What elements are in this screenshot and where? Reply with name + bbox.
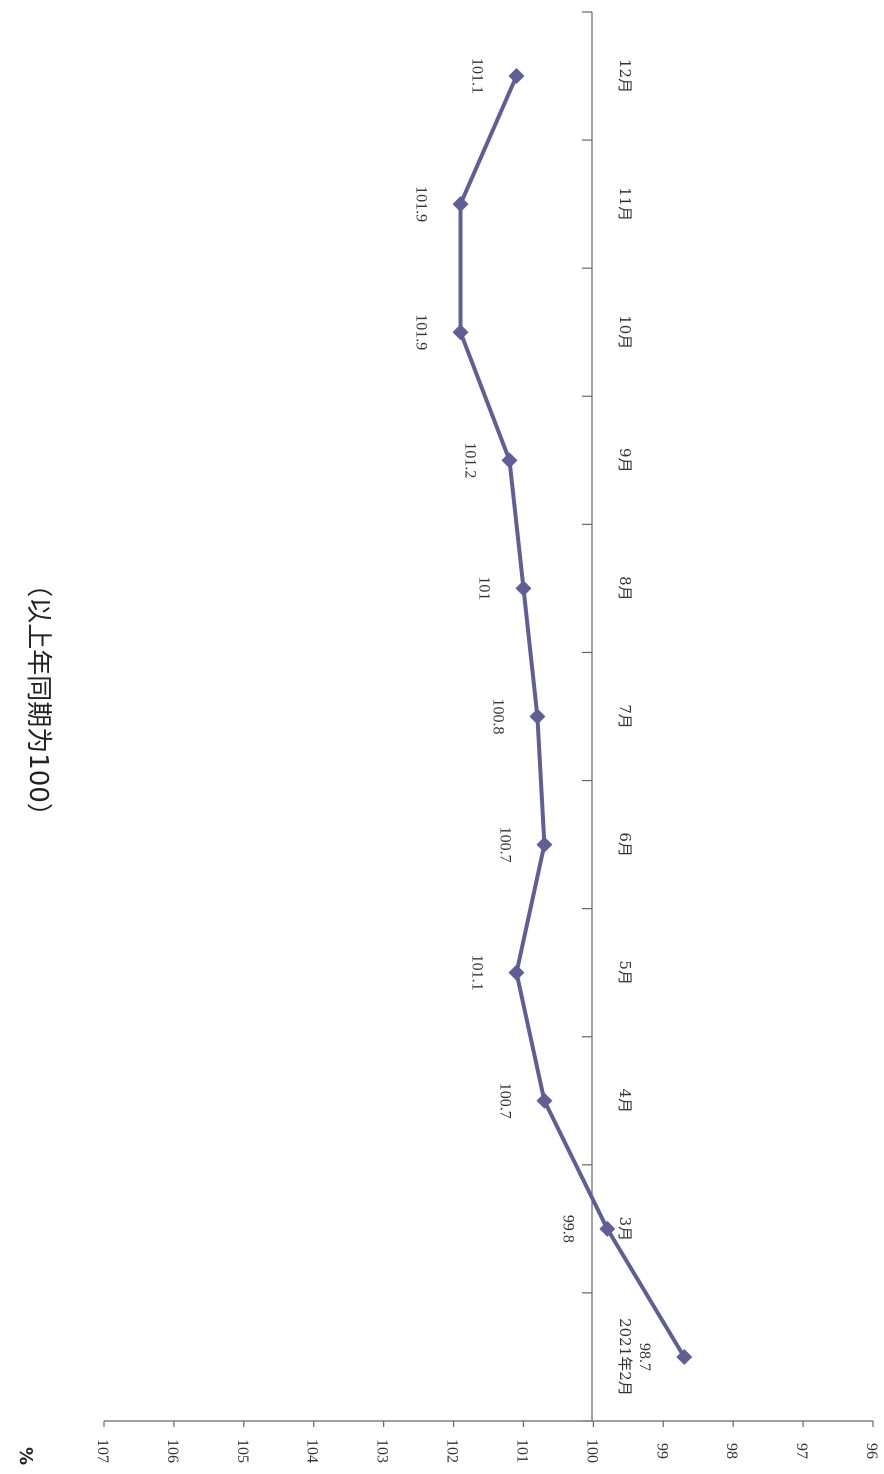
- value-tick-label: 101: [513, 1439, 530, 1463]
- data-point-marker: [676, 1348, 693, 1365]
- data-point-marker: [529, 708, 546, 725]
- data-point-marker: [536, 1092, 553, 1109]
- value-tick-label: 107: [94, 1439, 111, 1463]
- category-label: 12月: [616, 59, 634, 93]
- category-label: 2021年2月: [616, 1318, 634, 1396]
- chart-title: （以上年同期为100）: [23, 571, 53, 829]
- category-label: 10月: [616, 315, 634, 349]
- category-label: 11月: [616, 187, 634, 221]
- value-tick-label: 106: [164, 1439, 181, 1463]
- data-label: 101.9: [413, 186, 430, 222]
- series-markers: [452, 68, 693, 1365]
- data-label: 101.2: [461, 442, 478, 478]
- data-point-marker: [452, 324, 469, 341]
- data-point-marker: [452, 196, 469, 213]
- value-tick-label: 103: [374, 1439, 391, 1463]
- data-label: 100.8: [489, 699, 506, 735]
- data-point-marker: [508, 964, 525, 981]
- data-label: 98.7: [636, 1343, 653, 1371]
- data-label: 101.1: [468, 58, 485, 94]
- data-point-marker: [508, 68, 525, 85]
- data-point-marker: [515, 580, 532, 597]
- category-label: 3月: [616, 1217, 634, 1242]
- category-label: 8月: [616, 576, 634, 601]
- value-tick-label: 105: [234, 1439, 251, 1463]
- data-label: 100.7: [496, 827, 513, 863]
- value-tick-label: 96: [863, 1443, 880, 1459]
- category-label: 6月: [616, 832, 634, 857]
- value-tick-label: 100: [583, 1439, 600, 1463]
- data-point-marker: [501, 452, 518, 469]
- value-tick-label: 102: [444, 1439, 461, 1463]
- category-axis: [582, 11, 593, 1422]
- value-tick-label: 104: [304, 1439, 321, 1463]
- data-label: 101.9: [413, 314, 430, 350]
- data-labels: 98.7 99.8 100.7 101.1 100.7 100.8 101 101.2 101.…: [413, 58, 654, 1371]
- category-labels: 2021年2月 3月 4月 5月 6月 7月 8月 9月 10月 11月 12月: [616, 59, 634, 1396]
- category-label: 4月: [616, 1088, 634, 1113]
- value-tick-label: 99: [653, 1443, 670, 1459]
- data-point-marker: [536, 836, 553, 853]
- category-label: 9月: [616, 448, 634, 473]
- data-label: 100.7: [496, 1083, 513, 1119]
- data-label: 101.1: [468, 955, 485, 991]
- data-label: 101: [475, 576, 492, 600]
- data-point-marker: [599, 1220, 616, 1237]
- value-tick-label: 97: [793, 1443, 810, 1459]
- value-tick-label: 98: [723, 1443, 740, 1459]
- category-label: 7月: [616, 704, 634, 729]
- data-label: 99.8: [559, 1215, 576, 1243]
- value-axis: 96 97 98 99 100 101 102 103 104 105 106 107: [94, 1420, 880, 1463]
- unit-label: %: [15, 1447, 36, 1465]
- category-label: 5月: [616, 960, 634, 985]
